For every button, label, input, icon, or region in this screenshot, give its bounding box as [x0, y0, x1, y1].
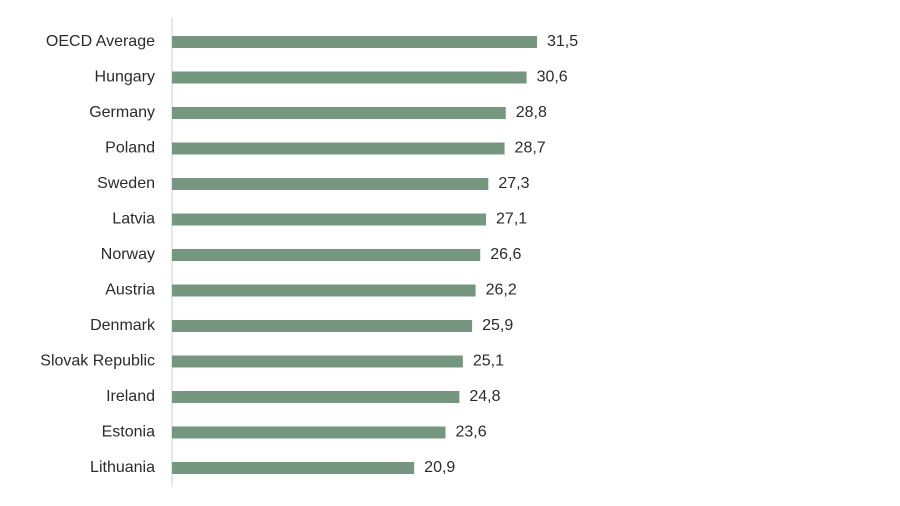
bar-slovak-republic — [172, 355, 463, 368]
category-label-estonia: Estonia — [102, 424, 155, 441]
value-label-estonia: 23,6 — [455, 424, 486, 441]
bar-estonia — [172, 426, 446, 439]
value-label-germany: 28,8 — [516, 104, 547, 121]
category-label-slovak-republic: Slovak Republic — [40, 353, 155, 370]
value-label-hungary: 30,6 — [537, 69, 568, 86]
bar-oecd-average — [172, 36, 537, 48]
category-labels-group: OECD Average Hungary Germany Poland Sweden La… — [40, 33, 156, 476]
category-label-sweden: Sweden — [97, 175, 155, 192]
bar-lithuania — [172, 462, 415, 474]
value-label-lithuania: 20,9 — [424, 459, 455, 476]
bar-poland — [172, 142, 505, 155]
category-label-poland: Poland — [105, 140, 155, 157]
value-label-slovak-republic: 25,1 — [473, 353, 504, 370]
value-label-austria: 26,2 — [486, 282, 517, 299]
bars-group — [172, 36, 537, 474]
bar-hungary — [172, 71, 527, 84]
value-label-norway: 26,6 — [490, 246, 521, 263]
bar-latvia — [172, 213, 487, 226]
category-label-austria: Austria — [105, 282, 155, 299]
bar-sweden — [172, 178, 489, 190]
bar-denmark — [172, 320, 473, 332]
category-label-ireland: Ireland — [106, 388, 155, 405]
value-label-oecd-average: 31,5 — [547, 33, 578, 50]
value-label-latvia: 27,1 — [496, 211, 527, 228]
category-label-lithuania: Lithuania — [90, 459, 155, 476]
category-label-norway: Norway — [101, 246, 155, 263]
value-label-sweden: 27,3 — [498, 175, 529, 192]
bar-norway — [172, 249, 481, 261]
value-label-denmark: 25,9 — [482, 317, 513, 334]
category-label-germany: Germany — [89, 104, 155, 121]
value-label-poland: 28,7 — [515, 140, 546, 157]
value-label-ireland: 24,8 — [469, 388, 500, 405]
category-label-oecd-average: OECD Average — [46, 33, 155, 50]
bar-austria — [172, 284, 476, 297]
bar-ireland — [172, 391, 460, 403]
category-label-hungary: Hungary — [95, 69, 155, 86]
value-labels-group: 31,5 30,6 28,8 28,7 27,3 27,1 26,6 26,2 25,9 25,1… — [424, 33, 578, 476]
category-label-denmark: Denmark — [90, 317, 156, 334]
bar-germany — [172, 107, 506, 119]
category-label-latvia: Latvia — [112, 211, 155, 228]
